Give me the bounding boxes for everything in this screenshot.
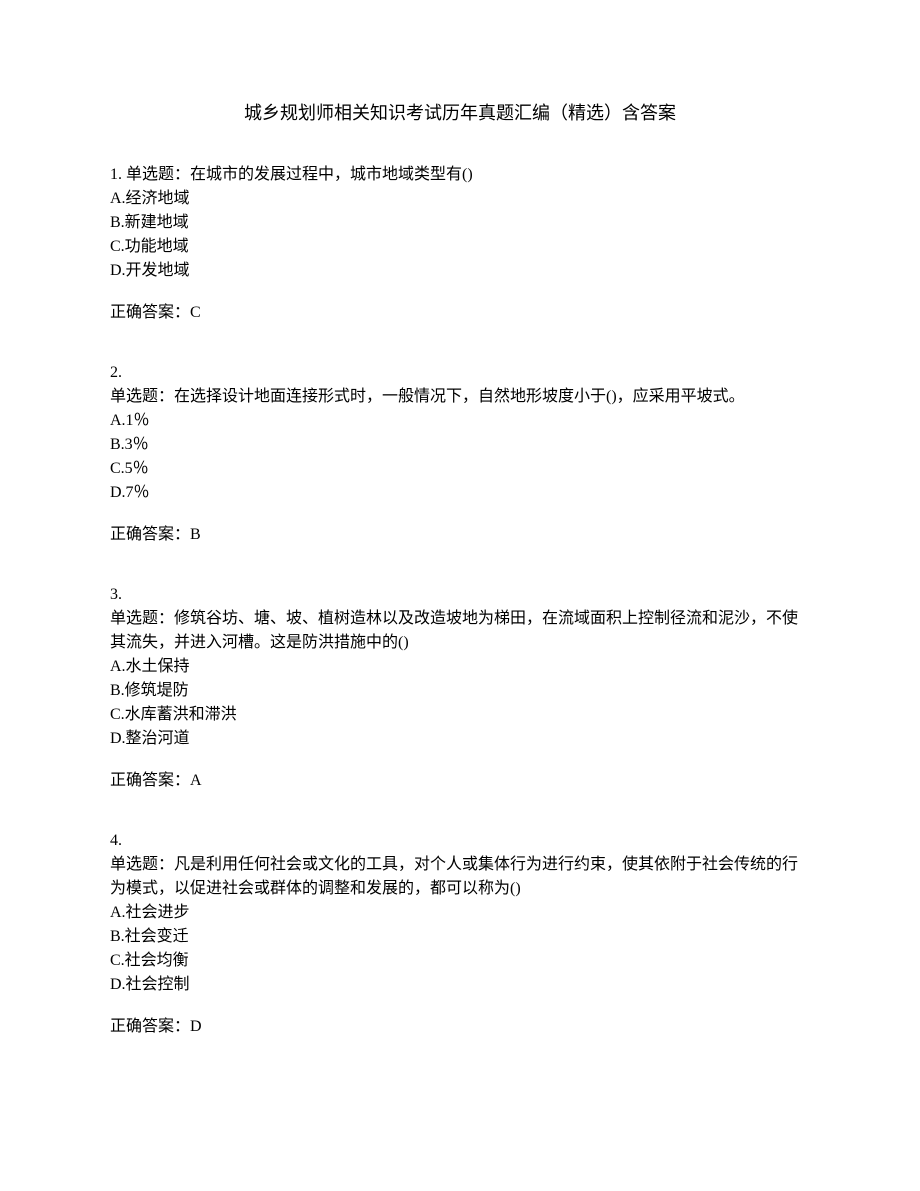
option-2b: B.3％ <box>110 433 810 457</box>
option-1c: C.功能地域 <box>110 235 810 259</box>
option-3c: C.水库蓄洪和滞洪 <box>110 703 810 727</box>
option-4a: A.社会进步 <box>110 901 810 925</box>
option-4c: C.社会均衡 <box>110 949 810 973</box>
question-text-4: 单选题：凡是利用任何社会或文化的工具，对个人或集体行为进行约束，使其依附于社会传… <box>110 853 810 901</box>
option-2d: D.7％ <box>110 481 810 505</box>
question-number-2: 2. <box>110 361 810 385</box>
question-block-2: 2. 单选题：在选择设计地面连接形式时，一般情况下，自然地形坡度小于()，应采用… <box>110 361 810 547</box>
option-2a: A.1％ <box>110 409 810 433</box>
option-4b: B.社会变迁 <box>110 925 810 949</box>
answer-2: 正确答案：B <box>110 523 810 547</box>
question-text-3: 单选题：修筑谷坊、塘、坡、植树造林以及改造坡地为梯田，在流域面积上控制径流和泥沙… <box>110 607 810 655</box>
option-1b: B.新建地域 <box>110 211 810 235</box>
option-1a: A.经济地域 <box>110 187 810 211</box>
option-2c: C.5％ <box>110 457 810 481</box>
question-number-1: 1. <box>110 166 122 183</box>
answer-4: 正确答案：D <box>110 1015 810 1039</box>
option-3d: D.整治河道 <box>110 727 810 751</box>
question-line-1: 1. 单选题：在城市的发展过程中，城市地域类型有() <box>110 163 810 187</box>
question-block-1: 1. 单选题：在城市的发展过程中，城市地域类型有() A.经济地域 B.新建地域… <box>110 163 810 325</box>
question-number-4: 4. <box>110 829 810 853</box>
question-number-3: 3. <box>110 583 810 607</box>
option-3b: B.修筑堤防 <box>110 679 810 703</box>
answer-1: 正确答案：C <box>110 301 810 325</box>
question-text-1: 单选题：在城市的发展过程中，城市地域类型有() <box>126 166 473 183</box>
question-block-3: 3. 单选题：修筑谷坊、塘、坡、植树造林以及改造坡地为梯田，在流域面积上控制径流… <box>110 583 810 793</box>
question-block-4: 4. 单选题：凡是利用任何社会或文化的工具，对个人或集体行为进行约束，使其依附于… <box>110 829 810 1039</box>
option-1d: D.开发地域 <box>110 259 810 283</box>
page-title: 城乡规划师相关知识考试历年真题汇编（精选）含答案 <box>110 100 810 127</box>
question-text-2: 单选题：在选择设计地面连接形式时，一般情况下，自然地形坡度小于()，应采用平坡式… <box>110 385 810 409</box>
answer-3: 正确答案：A <box>110 769 810 793</box>
option-4d: D.社会控制 <box>110 973 810 997</box>
option-3a: A.水土保持 <box>110 655 810 679</box>
